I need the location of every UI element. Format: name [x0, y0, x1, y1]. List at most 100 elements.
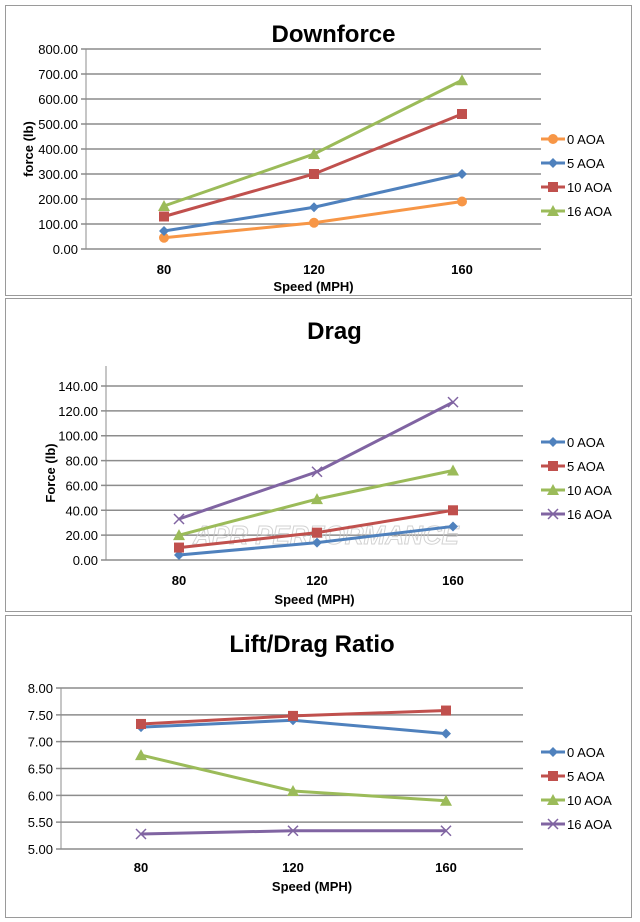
y-axis-label: force (lb) — [21, 121, 36, 177]
y-tick-label: 0.00 — [53, 242, 78, 257]
circle-marker — [309, 217, 319, 228]
x-marker — [287, 825, 299, 837]
triangle-marker — [447, 464, 459, 476]
legend-label: 0 AOA — [567, 745, 605, 760]
x-tick-label: 80 — [157, 262, 171, 277]
legend-label: 5 AOA — [567, 459, 605, 474]
square-marker — [174, 542, 184, 553]
square-marker — [288, 710, 298, 721]
square-marker — [548, 461, 558, 471]
x-axis-label: Speed (MPH) — [273, 279, 353, 294]
diamond-marker — [309, 202, 319, 213]
legend-label: 10 AOA — [567, 483, 612, 498]
x-tick-label: 160 — [442, 573, 464, 588]
x-axis-label: Speed (MPH) — [272, 879, 352, 894]
x-marker — [440, 825, 452, 837]
legend-label: 16 AOA — [567, 817, 612, 832]
y-tick-label: 7.50 — [28, 708, 53, 723]
diamond-marker — [448, 521, 458, 532]
y-tick-label: 5.50 — [28, 815, 53, 830]
triangle-marker — [135, 749, 147, 761]
triangle-marker — [456, 74, 468, 86]
triangle-marker — [308, 148, 320, 159]
y-tick-label: 7.00 — [28, 735, 53, 750]
y-tick-label: 40.00 — [65, 503, 98, 518]
y-tick-label: 600.00 — [38, 92, 78, 107]
watermark-logo: APR PERFORMANCE — [192, 520, 459, 550]
legend-label: 10 AOA — [567, 180, 612, 195]
y-tick-label: 60.00 — [65, 478, 98, 493]
diamond-marker — [548, 158, 558, 168]
triangle-marker — [547, 484, 559, 495]
diamond-marker — [548, 747, 558, 757]
square-marker — [312, 527, 322, 538]
y-tick-label: 100.00 — [58, 429, 98, 444]
triangle-marker — [440, 794, 452, 806]
square-marker — [136, 718, 146, 729]
triangle-marker — [311, 493, 323, 505]
x-tick-label: 120 — [306, 573, 328, 588]
y-tick-label: 300.00 — [38, 167, 78, 182]
y-tick-label: 120.00 — [58, 404, 98, 419]
y-tick-label: 8.00 — [28, 681, 53, 696]
x-tick-label: 160 — [451, 262, 473, 277]
x-tick-label: 80 — [172, 573, 186, 588]
y-tick-label: 400.00 — [38, 142, 78, 157]
diamond-marker — [441, 728, 451, 739]
x-marker — [311, 466, 323, 478]
square-marker — [309, 169, 319, 179]
x-tick-label: 120 — [282, 860, 304, 875]
downforce-chart-panel: Downforce 0.00 100.00 200.00 300.00 400.00 500… — [5, 5, 632, 296]
y-axis-label: Force (lb) — [43, 443, 58, 502]
legend-label: 0 AOA — [567, 435, 605, 450]
legend-label: 10 AOA — [567, 793, 612, 808]
circle-marker — [159, 232, 169, 243]
chart-title: Lift/Drag Ratio — [229, 631, 394, 658]
square-marker — [159, 211, 169, 222]
legend-label: 5 AOA — [567, 156, 605, 171]
y-tick-label: 6.00 — [28, 788, 53, 803]
y-tick-label: 100.00 — [38, 217, 78, 232]
x-marker — [173, 513, 185, 525]
y-tick-label: 5.00 — [28, 842, 53, 857]
lift-drag-ratio-chart-panel: Lift/Drag Ratio 5.00 5.50 6.00 6.50 7.00 7.50 8… — [5, 615, 632, 918]
triangle-marker — [173, 529, 185, 541]
y-tick-label: 140.00 — [58, 379, 98, 394]
y-tick-label: 0.00 — [73, 553, 98, 568]
legend-label: 5 AOA — [567, 769, 605, 784]
legend-label: 0 AOA — [567, 132, 605, 147]
circle-marker — [548, 134, 558, 144]
x-marker — [547, 818, 559, 830]
y-tick-label: 800.00 — [38, 42, 78, 57]
circle-marker — [457, 196, 467, 207]
x-tick-label: 120 — [303, 262, 325, 277]
square-marker — [441, 705, 451, 716]
y-tick-label: 700.00 — [38, 67, 78, 82]
square-marker — [548, 771, 558, 781]
chart-title: Drag — [307, 318, 362, 345]
square-marker — [448, 505, 458, 516]
diamond-marker — [548, 437, 558, 447]
legend-label: 16 AOA — [567, 507, 612, 522]
y-tick-label: 500.00 — [38, 117, 78, 132]
y-tick-label: 80.00 — [65, 454, 98, 469]
lift-drag-ratio-chart: Lift/Drag Ratio 5.00 5.50 6.00 6.50 7.00 7.50 8… — [28, 631, 612, 894]
x-marker — [547, 508, 559, 520]
square-marker — [457, 109, 467, 119]
drag-chart-panel: Drag 0.00 20.00 40.00 60.00 80.00 100.00 120.00… — [5, 298, 632, 612]
y-tick-label: 6.50 — [28, 762, 53, 777]
x-axis-label: Speed (MPH) — [274, 592, 354, 607]
series-line — [163, 112, 463, 218]
chart-title: Downforce — [271, 21, 395, 48]
square-marker — [548, 182, 558, 192]
y-tick-label: 200.00 — [38, 192, 78, 207]
triangle-marker — [158, 200, 170, 211]
diamond-marker — [457, 169, 467, 179]
x-tick-label: 160 — [435, 860, 457, 875]
y-tick-label: 20.00 — [65, 528, 98, 543]
triangle-marker — [287, 785, 299, 797]
x-marker — [447, 396, 459, 408]
x-marker — [135, 828, 147, 840]
downforce-chart: Downforce 0.00 100.00 200.00 300.00 400.00 500… — [21, 21, 612, 294]
triangle-marker — [547, 794, 559, 805]
